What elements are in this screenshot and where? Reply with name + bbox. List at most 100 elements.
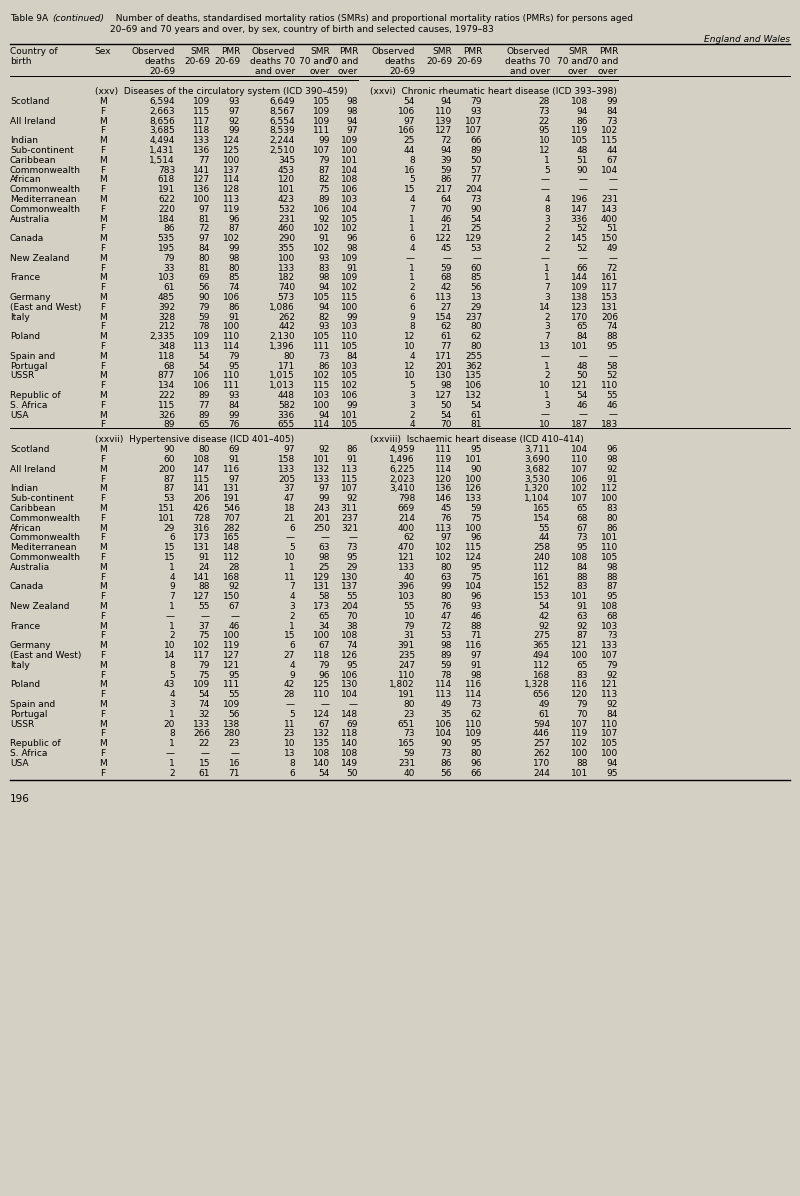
Text: 2,244: 2,244 [270, 136, 295, 145]
Text: Sex: Sex [94, 47, 111, 56]
Text: F: F [101, 361, 106, 371]
Text: 110: 110 [465, 720, 482, 728]
Text: 101: 101 [570, 342, 588, 350]
Text: 107: 107 [341, 484, 358, 494]
Text: USSR: USSR [10, 372, 34, 380]
Text: 129: 129 [465, 234, 482, 243]
Text: 73: 73 [470, 700, 482, 709]
Text: 91: 91 [606, 475, 618, 483]
Text: 187: 187 [570, 421, 588, 429]
Text: 57: 57 [470, 165, 482, 175]
Text: 87: 87 [577, 631, 588, 640]
Text: 184: 184 [158, 214, 175, 224]
Text: 119: 119 [570, 730, 588, 738]
Text: 70 and: 70 and [586, 57, 618, 66]
Text: Spain and: Spain and [10, 700, 55, 709]
Text: 79: 79 [229, 352, 240, 361]
Text: 88: 88 [606, 573, 618, 581]
Text: 255: 255 [465, 352, 482, 361]
Text: 86: 86 [318, 361, 330, 371]
Text: 110: 110 [222, 372, 240, 380]
Text: 125: 125 [313, 681, 330, 689]
Text: 89: 89 [441, 651, 452, 660]
Text: 72: 72 [441, 136, 452, 145]
Text: 109: 109 [570, 283, 588, 292]
Text: F: F [101, 263, 106, 273]
Text: 13: 13 [470, 293, 482, 303]
Text: 102: 102 [223, 234, 240, 243]
Text: 55: 55 [403, 602, 415, 611]
Text: —: — [579, 185, 588, 194]
Text: 146: 146 [435, 494, 452, 504]
Text: 10: 10 [403, 612, 415, 621]
Text: 135: 135 [465, 372, 482, 380]
Text: 13: 13 [538, 342, 550, 350]
Text: 71: 71 [470, 631, 482, 640]
Text: 83: 83 [577, 582, 588, 591]
Text: 28: 28 [284, 690, 295, 700]
Text: 1,431: 1,431 [150, 146, 175, 155]
Text: 118: 118 [158, 352, 175, 361]
Text: 460: 460 [278, 225, 295, 233]
Text: M: M [99, 758, 107, 768]
Text: M: M [99, 582, 107, 591]
Text: 65: 65 [577, 661, 588, 670]
Text: 365: 365 [533, 641, 550, 651]
Text: 73: 73 [318, 352, 330, 361]
Text: 60: 60 [470, 263, 482, 273]
Text: M: M [99, 410, 107, 420]
Text: Commonwealth: Commonwealth [10, 514, 81, 523]
Text: 1,320: 1,320 [524, 484, 550, 494]
Text: 113: 113 [434, 524, 452, 532]
Text: 31: 31 [403, 631, 415, 640]
Text: 400: 400 [601, 214, 618, 224]
Text: over: over [310, 67, 330, 77]
Text: Poland: Poland [10, 681, 40, 689]
Text: 99: 99 [441, 582, 452, 591]
Text: 141: 141 [193, 165, 210, 175]
Text: 191: 191 [158, 185, 175, 194]
Text: (continued): (continued) [52, 14, 104, 23]
Text: 98: 98 [470, 671, 482, 679]
Text: 98: 98 [606, 454, 618, 464]
Text: 102: 102 [435, 553, 452, 562]
Text: 92: 92 [318, 214, 330, 224]
Text: —: — [201, 749, 210, 758]
Text: —: — [541, 352, 550, 361]
Text: 114: 114 [435, 465, 452, 474]
Text: 24: 24 [198, 563, 210, 572]
Text: 99: 99 [318, 494, 330, 504]
Text: M: M [99, 445, 107, 454]
Text: 42: 42 [441, 283, 452, 292]
Text: 124: 124 [313, 709, 330, 719]
Text: 95: 95 [577, 543, 588, 553]
Text: 112: 112 [533, 661, 550, 670]
Text: 1: 1 [290, 622, 295, 630]
Text: 106: 106 [465, 382, 482, 390]
Text: 138: 138 [570, 293, 588, 303]
Text: 7: 7 [290, 582, 295, 591]
Text: 4,959: 4,959 [390, 445, 415, 454]
Text: 116: 116 [222, 465, 240, 474]
Text: 231: 231 [398, 758, 415, 768]
Text: 105: 105 [313, 293, 330, 303]
Text: 10: 10 [403, 372, 415, 380]
Text: 2: 2 [544, 225, 550, 233]
Text: F: F [101, 421, 106, 429]
Text: 165: 165 [533, 504, 550, 513]
Text: 100: 100 [341, 303, 358, 312]
Text: 102: 102 [313, 244, 330, 254]
Text: 124: 124 [223, 136, 240, 145]
Text: 212: 212 [158, 323, 175, 331]
Text: 85: 85 [229, 274, 240, 282]
Text: 54: 54 [441, 410, 452, 420]
Text: African: African [10, 176, 42, 184]
Text: M: M [99, 563, 107, 572]
Text: 52: 52 [577, 244, 588, 254]
Text: 98: 98 [346, 106, 358, 116]
Text: 96: 96 [606, 445, 618, 454]
Text: 80: 80 [198, 254, 210, 263]
Text: 392: 392 [158, 303, 175, 312]
Text: F: F [101, 185, 106, 194]
Text: 96: 96 [346, 234, 358, 243]
